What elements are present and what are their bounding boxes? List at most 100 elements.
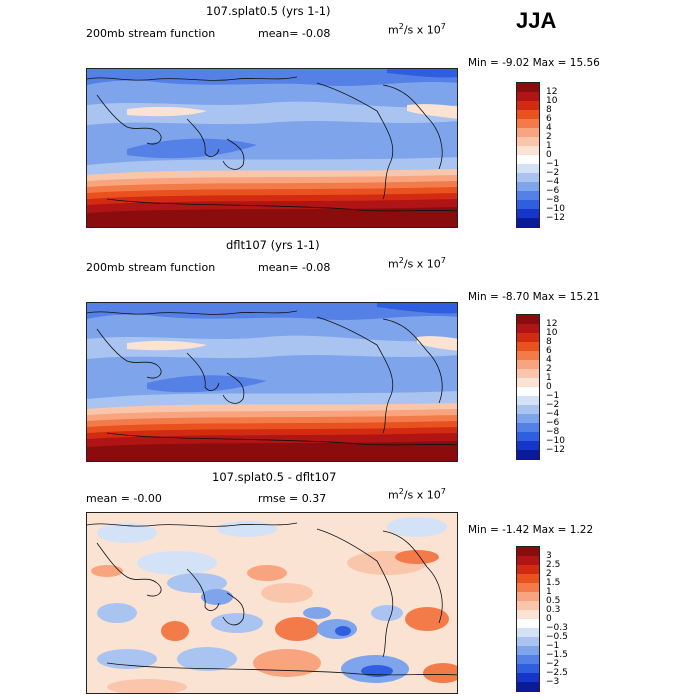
colorbar-2-segment bbox=[517, 405, 539, 414]
colorbar-3-segment bbox=[517, 655, 539, 664]
colorbar-1-segment bbox=[517, 164, 539, 173]
colorbar-3-segment bbox=[517, 556, 539, 565]
colorbar-1-tick-label: 12 bbox=[546, 87, 558, 97]
panel-3-field bbox=[87, 513, 457, 693]
colorbar-2-tick-label: 12 bbox=[546, 319, 558, 329]
panel-1-map bbox=[86, 68, 458, 228]
panel-1-title: 107.splat0.5 (yrs 1-1) bbox=[206, 4, 331, 18]
colorbar-3-segment bbox=[517, 601, 539, 610]
colorbar-3-segment bbox=[517, 565, 539, 574]
colorbar-1-segment bbox=[517, 92, 539, 101]
panel-2-minmax: Min = -8.70 Max = 15.21 bbox=[468, 291, 600, 303]
colorbar-2-tick-label: −12 bbox=[546, 445, 565, 455]
panel-1-subtitle-right: mean= -0.08 bbox=[258, 27, 331, 40]
colorbar-2-segment bbox=[517, 360, 539, 369]
colorbar-3-segment bbox=[517, 619, 539, 628]
colorbar-3-segment bbox=[517, 610, 539, 619]
colorbar-2-segment bbox=[517, 351, 539, 360]
panel-2-title: dflt107 (yrs 1-1) bbox=[226, 238, 320, 252]
colorbar-1-tick-label: 1 bbox=[546, 141, 552, 151]
colorbar-1-segment bbox=[517, 209, 539, 218]
panel-1-subtitle-left: 200mb stream function bbox=[86, 27, 216, 40]
colorbar-1-segment bbox=[517, 173, 539, 182]
panel-3-units: m2/s x 107 bbox=[388, 487, 446, 502]
panel-3-subtitle-right: rmse = 0.37 bbox=[258, 492, 327, 505]
colorbar-2-tick-label: −1 bbox=[546, 391, 560, 401]
colorbar-3-tick-label: −0.3 bbox=[546, 623, 568, 633]
colorbar-2-segment bbox=[517, 369, 539, 378]
colorbar-3 bbox=[516, 546, 540, 692]
colorbar-2-segment bbox=[517, 324, 539, 333]
panel-3-subtitle-left: mean = -0.00 bbox=[86, 492, 162, 505]
colorbar-3-segment bbox=[517, 547, 539, 556]
colorbar-1 bbox=[516, 82, 540, 228]
colorbar-1-tick-label: 8 bbox=[546, 105, 552, 115]
panel-1-field bbox=[87, 69, 457, 227]
colorbar-1-segment bbox=[517, 110, 539, 119]
panel-3-minmax: Min = -1.42 Max = 1.22 bbox=[468, 524, 594, 536]
colorbar-3-segment bbox=[517, 673, 539, 682]
colorbar-1-tick-label: −1 bbox=[546, 159, 560, 169]
colorbar-3-segment bbox=[517, 682, 539, 691]
colorbar-1-tick-label: −6 bbox=[546, 186, 560, 196]
colorbar-2-segment bbox=[517, 387, 539, 396]
colorbar-3-segment bbox=[517, 637, 539, 646]
colorbar-2-segment bbox=[517, 432, 539, 441]
colorbar-2-tick-label: 1 bbox=[546, 373, 552, 383]
colorbar-2-tick-label: −4 bbox=[546, 409, 560, 419]
colorbar-2-segment bbox=[517, 441, 539, 450]
colorbar-3-segment bbox=[517, 664, 539, 673]
colorbar-1-segment bbox=[517, 137, 539, 146]
colorbar-3-tick-label: 1 bbox=[546, 587, 552, 597]
panel-1-minmax: Min = -9.02 Max = 15.56 bbox=[468, 57, 600, 69]
colorbar-2-tick-label: 6 bbox=[546, 346, 552, 356]
panel-3-title: 107.splat0.5 - dflt107 bbox=[212, 470, 337, 484]
colorbar-3-tick-label: 2 bbox=[546, 569, 552, 579]
colorbar-1-segment bbox=[517, 146, 539, 155]
colorbar-3-segment bbox=[517, 628, 539, 637]
colorbar-2-segment bbox=[517, 396, 539, 405]
colorbar-1-tick-label: 10 bbox=[546, 96, 558, 106]
colorbar-2-tick-label: 2 bbox=[546, 364, 552, 374]
colorbar-1-tick-label: 0 bbox=[546, 150, 552, 160]
colorbar-3-tick-label: 2.5 bbox=[546, 560, 561, 570]
panel-3-map bbox=[86, 512, 458, 694]
colorbar-1-segment bbox=[517, 155, 539, 164]
colorbar-1-segment bbox=[517, 191, 539, 200]
colorbar-1-segment bbox=[517, 83, 539, 92]
colorbar-1-segment bbox=[517, 200, 539, 209]
colorbar-2-tick-label: 8 bbox=[546, 337, 552, 347]
colorbar-2-segment bbox=[517, 423, 539, 432]
colorbar-1-segment bbox=[517, 128, 539, 137]
colorbar-3-segment bbox=[517, 574, 539, 583]
colorbar-2-tick-label: 0 bbox=[546, 382, 552, 392]
colorbar-1-tick-label: 6 bbox=[546, 114, 552, 124]
colorbar-3-tick-label: 1.5 bbox=[546, 578, 561, 588]
colorbar-3-tick-label: −1 bbox=[546, 641, 560, 651]
colorbar-1-segment bbox=[517, 119, 539, 128]
colorbar-1-tick-label: 2 bbox=[546, 132, 552, 142]
colorbar-3-tick-label: 0.3 bbox=[546, 605, 561, 615]
colorbar-3-tick-label: −2.5 bbox=[546, 668, 568, 678]
colorbar-1-tick-label: −12 bbox=[546, 213, 565, 223]
colorbar-1-segment bbox=[517, 218, 539, 227]
colorbar-3-tick-label: −1.5 bbox=[546, 650, 568, 660]
colorbar-3-tick-label: −0.5 bbox=[546, 632, 568, 642]
colorbar-3-tick-label: 0.5 bbox=[546, 596, 561, 606]
colorbar-1-tick-label: −10 bbox=[546, 204, 565, 214]
panel-2-field bbox=[87, 303, 457, 461]
colorbar-2-tick-label: −2 bbox=[546, 400, 560, 410]
colorbar-2-tick-label: −6 bbox=[546, 418, 560, 428]
panel-2-units: m2/s x 107 bbox=[388, 256, 446, 271]
panel-1-units: m2/s x 107 bbox=[388, 22, 446, 37]
colorbar-1-segment bbox=[517, 101, 539, 110]
colorbar-2-tick-label: 10 bbox=[546, 328, 558, 338]
colorbar-3-segment bbox=[517, 583, 539, 592]
colorbar-3-segment bbox=[517, 646, 539, 655]
colorbar-3-segment bbox=[517, 592, 539, 601]
colorbar-3-tick-label: −2 bbox=[546, 659, 560, 669]
colorbar-2-segment bbox=[517, 342, 539, 351]
colorbar-3-tick-label: 0 bbox=[546, 614, 552, 624]
colorbar-2 bbox=[516, 314, 540, 460]
colorbar-2-tick-label: 4 bbox=[546, 355, 552, 365]
